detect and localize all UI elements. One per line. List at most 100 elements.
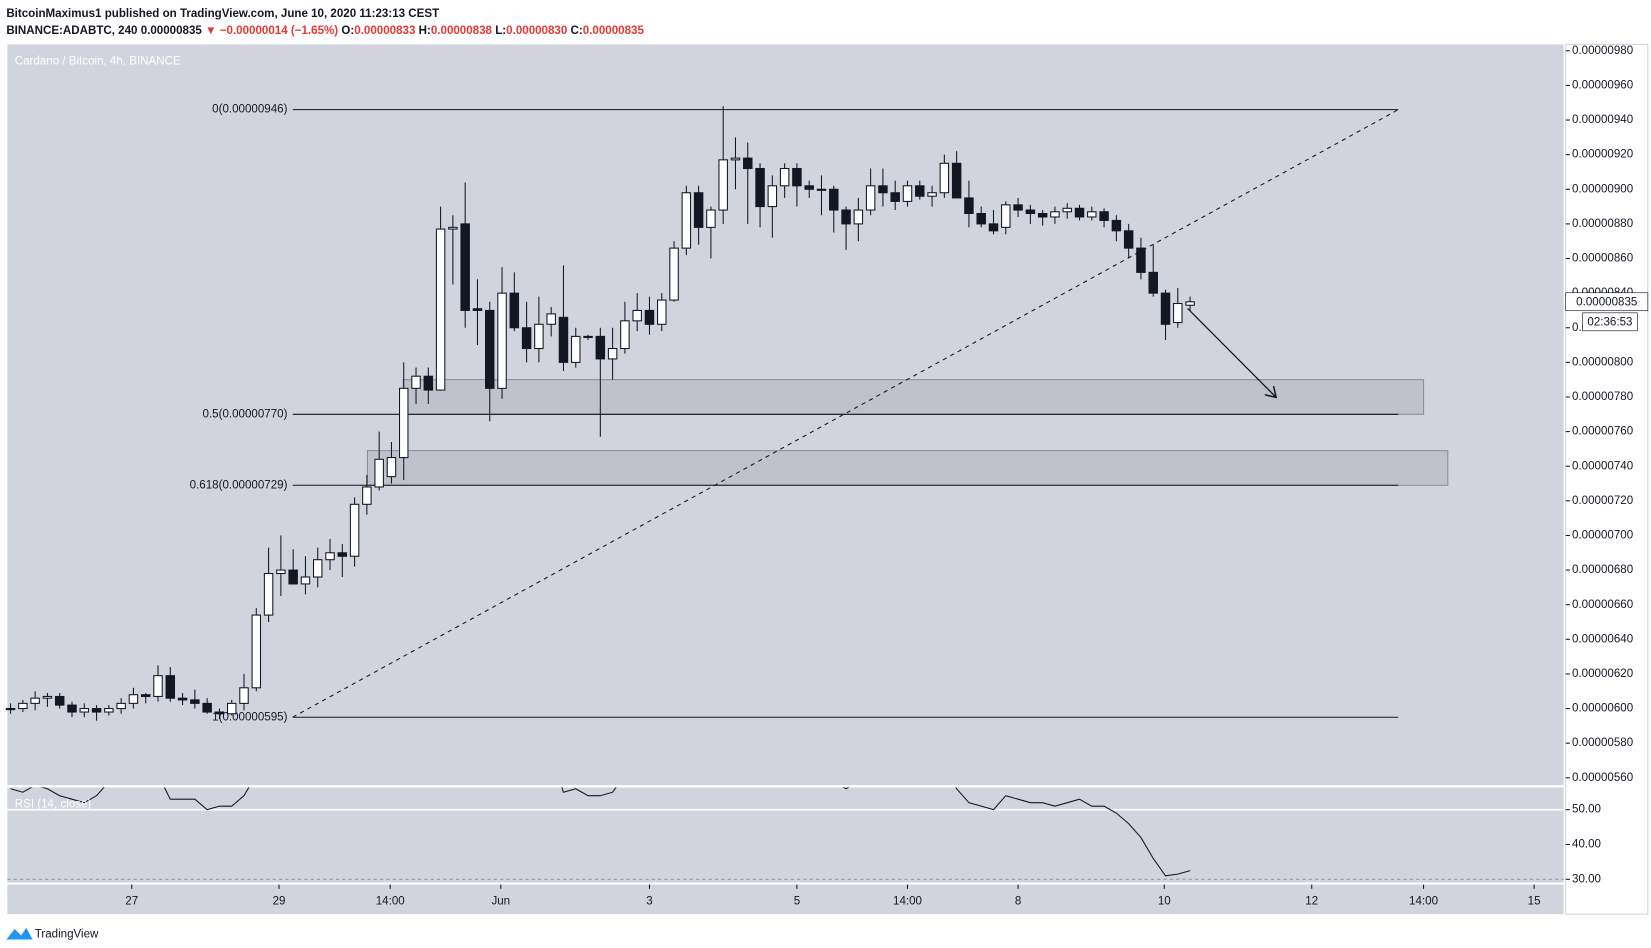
- candle-body: [644, 309, 655, 325]
- time-axis: [7, 884, 1564, 915]
- candle-body: [325, 552, 335, 561]
- candle-body: [165, 675, 176, 699]
- y-tick-label: 0.00000980: [1572, 44, 1633, 57]
- y-tick-label: 0.00000580: [1572, 736, 1633, 749]
- candle-body: [521, 327, 532, 350]
- candle-body: [1111, 219, 1122, 232]
- candle-body: [706, 209, 716, 228]
- candle-body: [18, 702, 28, 710]
- support-zone: [402, 379, 1425, 415]
- fib-label: 0.618(0.00000729): [190, 478, 288, 491]
- candle-body: [1025, 209, 1036, 215]
- y-tick-label: 0.00000860: [1572, 252, 1633, 265]
- candle-body: [1062, 207, 1072, 213]
- candle-body: [276, 569, 286, 575]
- c-label: C:: [571, 24, 583, 37]
- candle-body: [104, 708, 114, 713]
- y-tick-label: 0.00000560: [1572, 771, 1633, 784]
- candle-body: [902, 185, 913, 202]
- candle-body: [288, 569, 298, 585]
- candle-body: [571, 335, 581, 363]
- last-price-box: [1565, 292, 1649, 312]
- h-label: H:: [419, 24, 431, 37]
- candle-body: [988, 223, 999, 232]
- candle-body: [1099, 211, 1109, 221]
- candle-body: [226, 702, 237, 715]
- y-tick-label: 0.00000800: [1572, 355, 1633, 368]
- last-price-label: 0.00000835: [1576, 295, 1637, 308]
- candle-body: [349, 503, 360, 557]
- candle-body: [239, 687, 249, 704]
- candle-body: [1037, 212, 1048, 218]
- candle-body: [730, 157, 741, 161]
- y-tick-label: 0.00000640: [1572, 632, 1633, 645]
- rsi-tick-label: 40.00: [1572, 838, 1601, 851]
- candle-body: [816, 188, 827, 191]
- y-tick-label: 0.00000780: [1572, 390, 1633, 403]
- y-tick-label: 0.00000900: [1572, 182, 1633, 195]
- candle-body: [177, 697, 188, 701]
- candle-body: [1013, 204, 1023, 211]
- candle-body: [509, 292, 520, 329]
- candle-body: [1074, 207, 1085, 218]
- candle-body: [374, 458, 384, 488]
- header-line-1: BitcoinMaximus1 published on TradingView…: [6, 7, 439, 20]
- y-tick-label: 0.00000920: [1572, 148, 1633, 161]
- x-tick-label: 12: [1305, 895, 1318, 908]
- fib-label: 0.5(0.00000770): [203, 407, 288, 420]
- rsi-group: [10, 787, 1191, 877]
- countdown-box: [1582, 312, 1638, 332]
- candle-body: [595, 335, 606, 360]
- candle-body: [657, 299, 667, 325]
- x-tick-label: 14:00: [893, 895, 922, 908]
- candle-body: [54, 695, 65, 706]
- y-tick-label: 0.00000600: [1572, 702, 1633, 715]
- candle-body: [681, 192, 692, 249]
- candle-body: [460, 223, 470, 311]
- x-tick-label: 29: [273, 895, 286, 908]
- rsi-line: [10, 787, 1191, 877]
- price-axis: [1565, 43, 1649, 915]
- candle-body: [1173, 302, 1183, 324]
- candle-body: [153, 675, 163, 697]
- candle-body: [951, 162, 962, 199]
- candle-body: [312, 559, 323, 578]
- candle-body: [1087, 211, 1097, 218]
- candle-body: [915, 185, 925, 197]
- rsi-pane: [7, 787, 1564, 883]
- candle-body: [435, 228, 446, 391]
- legend-title: Cardano / Bitcoin, 4h, BINANCE: [15, 54, 181, 67]
- candle-body: [67, 704, 77, 713]
- candle-body: [718, 159, 728, 211]
- candle-body: [558, 316, 569, 363]
- h: 0.00000838: [431, 24, 493, 37]
- x-tick-label: 3: [646, 895, 652, 908]
- candle-body: [448, 226, 458, 230]
- y-tick-label: 0.00000660: [1572, 598, 1633, 611]
- candle-body: [755, 167, 765, 208]
- countdown: 02:36:53: [1587, 315, 1632, 328]
- l: 0.00000830: [506, 24, 567, 37]
- candle-body: [1001, 204, 1011, 228]
- candle-body: [693, 192, 704, 228]
- candle-body: [79, 708, 90, 713]
- candle-body: [620, 320, 630, 350]
- candle-body: [202, 702, 212, 713]
- x-tick-label: 10: [1158, 895, 1171, 908]
- candle-body: [767, 185, 778, 208]
- candle-body: [964, 197, 974, 215]
- y-tick-label: 0.00000940: [1572, 113, 1633, 126]
- x-tick-label: 14:00: [1409, 895, 1438, 908]
- candle-body: [829, 188, 839, 211]
- candle-body: [1160, 292, 1171, 325]
- y-tick-label: 0.00000680: [1572, 563, 1633, 576]
- footer-brand: TradingView: [35, 927, 99, 940]
- x-tick-label: 8: [1015, 895, 1021, 908]
- candle-body: [632, 309, 642, 322]
- rsi-title: RSI (14, close): [15, 797, 92, 810]
- o: 0.00000833: [354, 24, 416, 37]
- o-label: O:: [341, 24, 354, 37]
- candle-body: [890, 192, 900, 202]
- candle-body: [362, 486, 372, 505]
